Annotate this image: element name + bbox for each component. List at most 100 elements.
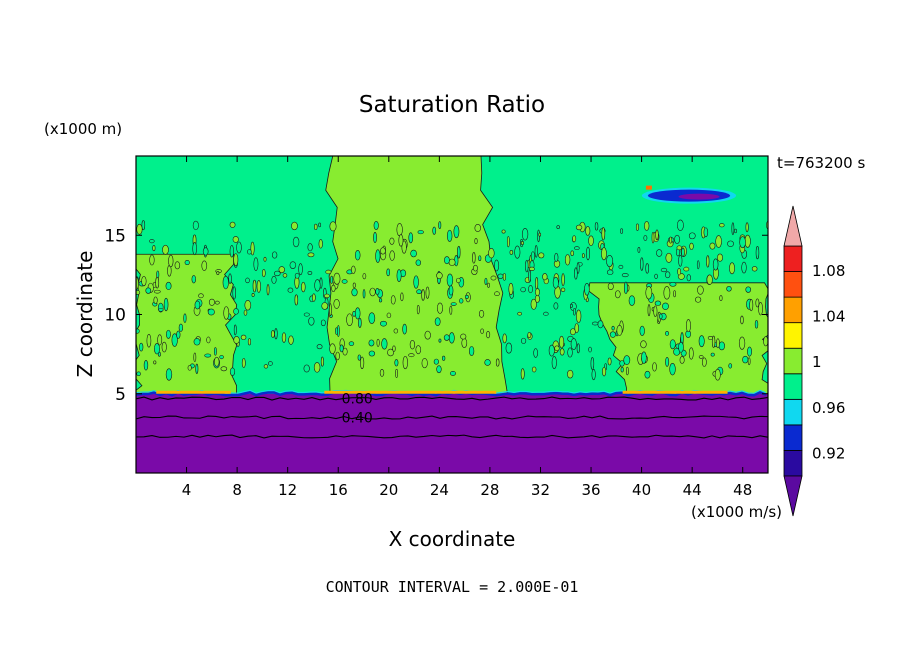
contour-speckle: [710, 352, 715, 357]
contour-speckle: [716, 338, 720, 349]
contour-speckle: [509, 250, 514, 255]
colorbar-segment: [783, 322, 803, 349]
contour-speckle: [706, 255, 710, 268]
contour-speckle: [654, 300, 662, 306]
contour-speckle: [168, 254, 174, 268]
contour-speckle: [232, 286, 236, 300]
contour-speckle: [606, 254, 614, 268]
contour-speckle: [677, 268, 682, 276]
contour-speckle: [387, 348, 395, 357]
contour-speckle: [640, 340, 647, 349]
contour-speckle: [318, 239, 323, 249]
contour-speckle: [166, 329, 171, 339]
contour-speckle: [448, 258, 456, 266]
contour-speckle: [591, 321, 599, 326]
contour-speckle: [535, 277, 539, 290]
contour-speckle: [330, 275, 334, 284]
contour-speckle: [556, 225, 560, 229]
contour-speckle: [754, 320, 759, 329]
contour-speckle: [521, 228, 529, 241]
contour-line: [136, 434, 768, 439]
contour-speckle: [346, 313, 353, 327]
contour-speckle: [530, 251, 536, 261]
contour-speckle: [341, 279, 348, 284]
contour-speckle: [747, 346, 752, 357]
contour-speckle: [444, 256, 450, 265]
contour-speckle: [207, 308, 215, 316]
contour-speckle: [446, 273, 454, 287]
contour-speckle: [396, 269, 402, 282]
y-axis-ticks: 5 10 15: [104, 226, 768, 405]
upper-plume: [641, 185, 737, 204]
contour-speckle: [616, 324, 623, 336]
contour-speckle: [308, 316, 315, 326]
contour-speckle: [665, 357, 670, 367]
contour-speckle: [339, 344, 344, 353]
contour-speckle: [520, 240, 524, 245]
contour-speckle: [274, 328, 278, 340]
contour-speckle: [329, 221, 337, 232]
contour-speckle: [396, 223, 403, 237]
contour-speckle: [233, 336, 240, 344]
contour-speckle: [586, 246, 591, 261]
contour-speckle: [229, 245, 234, 258]
contour-speckle: [576, 262, 580, 274]
contour-speckle: [271, 275, 277, 284]
contour-speckle: [758, 302, 763, 316]
contour-speckle: [559, 348, 565, 356]
contour-speckle: [554, 345, 560, 352]
contour-speckle: [228, 273, 232, 284]
contour-speckle: [380, 247, 386, 255]
contour-speckle: [195, 363, 199, 374]
contour-speckle: [136, 290, 141, 295]
contour-speckle: [738, 336, 746, 350]
contour-speckle: [606, 269, 614, 275]
contour-speckle: [191, 275, 196, 284]
contour-speckle: [141, 220, 146, 231]
contour-speckle: [665, 331, 670, 336]
plot-area: [136, 156, 768, 473]
contour-speckle: [665, 271, 671, 279]
contour-speckle: [751, 266, 758, 272]
contour-speckle: [494, 291, 500, 296]
contour-speckle: [271, 251, 278, 259]
contour-speckle: [165, 368, 173, 381]
contour-speckle: [436, 365, 442, 374]
contour-speckle: [415, 259, 422, 266]
contour-speckle: [514, 245, 521, 259]
contour-speckle: [728, 363, 733, 369]
contour-speckle: [141, 276, 147, 287]
contour-speckle: [502, 273, 507, 281]
contour-speckle: [701, 357, 707, 367]
contour-speckle: [362, 273, 367, 280]
x-axis-ticks: 4 8 12 16 20 24 28 32 36 40 44 48: [182, 156, 752, 499]
contour-speckle: [333, 299, 340, 309]
contour-speckle: [727, 240, 734, 247]
contour-speckle: [584, 282, 590, 296]
colorbar-segment: [783, 450, 803, 477]
contour-speckle: [697, 285, 704, 295]
contour-speckle: [575, 224, 583, 231]
contour-speckle: [174, 261, 181, 270]
contour-label: 0.40: [342, 411, 373, 427]
contour-speckle: [193, 338, 201, 346]
colorbar-label: 0.96: [812, 399, 845, 417]
contour-speckle: [425, 286, 430, 299]
contour-speckle: [270, 330, 275, 338]
contour-speckle: [742, 355, 749, 364]
contour-speckle: [594, 222, 599, 231]
contour-speckle: [653, 305, 658, 317]
contour-speckle: [461, 338, 468, 348]
contour-speckle: [674, 234, 681, 244]
contour-speckle: [464, 294, 469, 299]
contour-speckle: [214, 300, 220, 305]
contour-speckle: [434, 317, 441, 326]
contour-speckle: [233, 308, 239, 315]
contour-speckle: [494, 259, 500, 272]
contour-speckle: [591, 368, 596, 381]
contour-speckle: [501, 229, 506, 234]
contour-speckle: [373, 221, 379, 230]
contour-speckle: [368, 350, 376, 357]
contour-speckle: [645, 286, 653, 300]
contour-speckle: [443, 334, 450, 341]
